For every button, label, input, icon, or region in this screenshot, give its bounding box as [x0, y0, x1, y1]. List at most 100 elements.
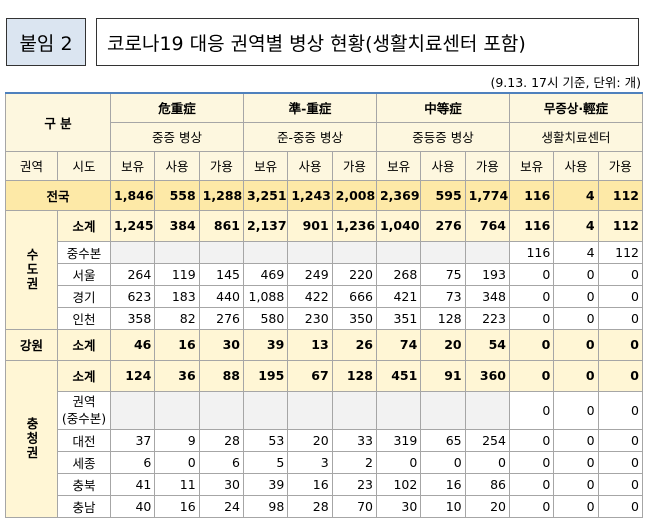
- group-name: 危重症: [110, 92, 244, 123]
- value-cell: 2,369: [375, 179, 422, 211]
- empty-cell: [198, 390, 245, 430]
- value-cell: 20: [464, 494, 510, 518]
- region-name: 수도권: [5, 209, 58, 330]
- value-cell: 30: [375, 494, 422, 518]
- value-cell: 0: [553, 328, 599, 361]
- empty-cell: [420, 390, 466, 430]
- measure-header: 가용: [198, 150, 245, 181]
- value-cell: 10: [420, 494, 466, 518]
- value-cell: 183: [154, 284, 200, 308]
- value-cell: 276: [420, 209, 466, 242]
- row-name: 경기: [56, 284, 112, 308]
- empty-cell: [420, 240, 466, 264]
- empty-cell: [110, 240, 156, 264]
- value-cell: 98: [242, 494, 289, 518]
- table-row: 구 분 危重症 準-重症 中等症 무증상·輕症: [4, 92, 644, 152]
- value-cell: 112: [597, 240, 644, 264]
- bed-table: 구 분 危重症 準-重症 中等症 무증상·輕症 중증 병상 준-중증 병상 중등증 병상 생활치…: [4, 92, 644, 518]
- value-cell: 193: [464, 262, 510, 286]
- table-row: 서울 264 119 145 469 249 220 268 75 193 0 0 0: [6, 262, 644, 286]
- value-cell: 254: [464, 428, 510, 452]
- table-row: 충남 40 16 24 98 28 70 30 10 20 0 0 0: [6, 494, 644, 518]
- value-cell: 4: [553, 209, 599, 242]
- value-cell: 351: [375, 306, 422, 330]
- value-cell: 30: [198, 328, 245, 361]
- value-cell: 112: [597, 179, 644, 211]
- note: (9.13. 17시 기준, 단위: 개): [490, 75, 641, 90]
- column-header: 권역: [5, 150, 58, 181]
- value-cell: 16: [420, 472, 466, 496]
- value-cell: 422: [287, 284, 333, 308]
- region-name: 전국: [4, 179, 112, 211]
- value-cell: 0: [508, 284, 555, 308]
- row-name: 대전: [56, 428, 112, 452]
- value-cell: 37: [110, 428, 156, 452]
- value-cell: 580: [242, 306, 289, 330]
- value-cell: 249: [287, 262, 333, 286]
- group-name: 무증상·輕症: [508, 92, 644, 123]
- measure-header: 보유: [375, 150, 422, 181]
- value-cell: 384: [154, 209, 200, 242]
- value-cell: 264: [110, 262, 156, 286]
- value-cell: 764: [464, 209, 510, 242]
- value-cell: 350: [331, 306, 377, 330]
- value-cell: 1,236: [331, 209, 377, 242]
- title: 코로나19 대응 권역별 병상 현황(생활치료센터 포함): [96, 18, 639, 66]
- value-cell: 0: [508, 306, 555, 330]
- value-cell: 901: [287, 209, 333, 242]
- value-cell: 2,137: [242, 209, 289, 242]
- row-name: 권역 (중수본): [56, 390, 112, 430]
- empty-cell: [287, 390, 333, 430]
- table-row: 경기 623 183 440 1,088 422 666 421 73 348 0 0 0: [6, 284, 644, 308]
- value-cell: 91: [420, 359, 466, 392]
- value-cell: 2: [331, 450, 377, 474]
- empty-cell: [110, 390, 156, 430]
- row-name: 충북: [56, 472, 112, 496]
- value-cell: 5: [242, 450, 289, 474]
- value-cell: 6: [198, 450, 245, 474]
- value-cell: 0: [597, 306, 644, 330]
- empty-cell: [331, 390, 377, 430]
- measure-header: 가용: [331, 150, 377, 181]
- value-cell: 220: [331, 262, 377, 286]
- measure-header: 보유: [242, 150, 289, 181]
- value-cell: 421: [375, 284, 422, 308]
- value-cell: 28: [287, 494, 333, 518]
- measure-header: 가용: [464, 150, 510, 181]
- value-cell: 1,040: [375, 209, 422, 242]
- group-name: 準-重症: [243, 92, 377, 123]
- empty-cell: [375, 240, 422, 264]
- value-cell: 595: [420, 179, 466, 211]
- value-cell: 0: [597, 262, 644, 286]
- measure-header: 사용: [287, 150, 333, 181]
- table-row: 세종 6 0 6 5 3 2 0 0 0 0 0 0: [6, 450, 644, 474]
- value-cell: 558: [154, 179, 200, 211]
- group-sub: 준-중증 병상: [243, 121, 377, 152]
- value-cell: 0: [553, 306, 599, 330]
- value-cell: 119: [154, 262, 200, 286]
- value-cell: 0: [420, 450, 466, 474]
- measure-header: 사용: [154, 150, 200, 181]
- value-cell: 4: [553, 240, 599, 264]
- row-name: 중수본: [56, 240, 112, 264]
- value-cell: 20: [420, 328, 466, 361]
- attachment-label: 붙임 2: [6, 18, 86, 66]
- value-cell: 67: [287, 359, 333, 392]
- value-cell: 16: [154, 328, 200, 361]
- table-row: 대전 37 9 28 53 20 33 319 65 254 0 0 0: [6, 428, 644, 452]
- value-cell: 54: [464, 328, 510, 361]
- value-cell: 0: [597, 428, 644, 452]
- value-cell: 195: [242, 359, 289, 392]
- value-cell: 0: [508, 472, 555, 496]
- row-name: 충남: [56, 494, 112, 518]
- table-row: 충북 41 11 30 39 16 23 102 16 86 0 0 0: [6, 472, 644, 496]
- value-cell: 116: [508, 209, 555, 242]
- value-cell: 440: [198, 284, 245, 308]
- value-cell: 0: [508, 390, 555, 430]
- value-cell: 70: [331, 494, 377, 518]
- table-row: 권역 시도 보유 사용 가용 보유 사용 가용 보유 사용 가용 보유 사용 가용: [5, 150, 644, 181]
- value-cell: 0: [508, 450, 555, 474]
- value-cell: 0: [597, 328, 644, 361]
- value-cell: 276: [198, 306, 245, 330]
- value-cell: 124: [110, 359, 156, 392]
